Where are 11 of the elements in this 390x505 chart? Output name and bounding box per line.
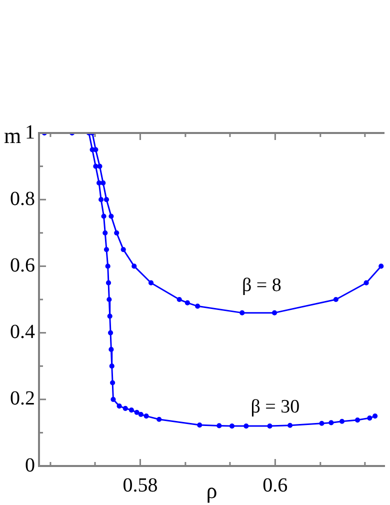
y-tick-label: 0.2 — [10, 388, 35, 410]
y-tick-label: 0.8 — [10, 188, 35, 210]
x-tick-label: 0.58 — [122, 474, 158, 496]
y-tick-label: 1 — [25, 121, 35, 144]
y-axis-title: m — [4, 122, 22, 148]
y-tick-label: 0.4 — [10, 321, 35, 344]
x-axis-title: ρ — [206, 478, 218, 503]
annotation: β = 8 — [242, 275, 282, 296]
y-tick-label: 0.6 — [10, 254, 35, 276]
annotation: β = 30 — [250, 396, 300, 418]
y-tick-label: 0 — [25, 454, 35, 476]
